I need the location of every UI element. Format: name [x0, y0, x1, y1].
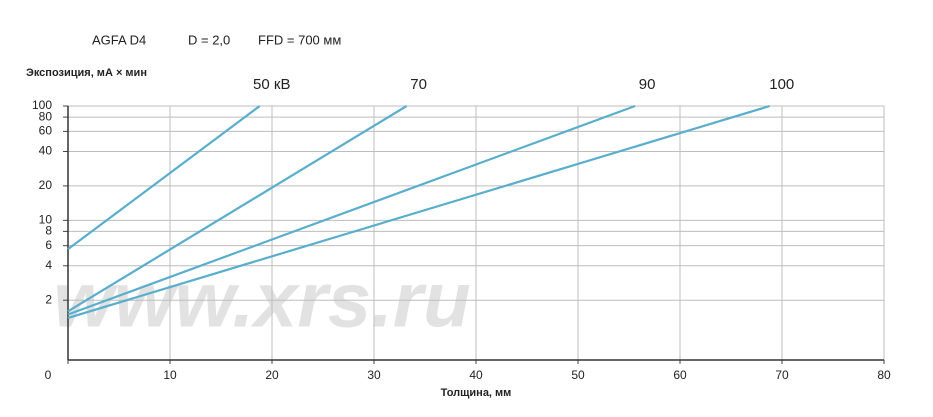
y-tick-label: 20	[39, 178, 53, 192]
y-tick-label: 40	[39, 144, 53, 158]
header-text: FFD = 700 мм	[258, 32, 341, 47]
series-line	[67, 104, 771, 319]
y-tick-label: 4	[45, 258, 52, 272]
x-tick-label: 40	[469, 368, 483, 382]
x-tick-label: 60	[673, 368, 687, 382]
series-line	[67, 104, 636, 316]
series-label: 100	[769, 76, 794, 93]
x-tick-label: 20	[265, 368, 279, 382]
x-tick-label: 70	[775, 368, 789, 382]
series-label: 90	[639, 76, 656, 93]
series-line	[67, 105, 408, 313]
x-tick-label: 0	[45, 368, 52, 382]
watermark: www.xrs.ru	[53, 256, 471, 344]
y-tick-label: 80	[39, 109, 53, 123]
y-tick-label: 8	[45, 224, 52, 238]
y-tick-label: 2	[45, 292, 52, 306]
x-tick-label: 10	[163, 368, 177, 382]
x-tick-label: 30	[367, 368, 381, 382]
y-tick-label: 6	[45, 238, 52, 252]
y-tick-label: 10	[39, 212, 53, 226]
y-tick-label: 60	[39, 124, 53, 138]
x-axis-title: Толщина, мм	[441, 387, 512, 399]
header-text: D = 2,0	[188, 32, 230, 47]
series-line	[67, 105, 261, 250]
y-axis-title: Экспозиция, мА × мин	[26, 67, 147, 79]
header-text: AGFA D4	[92, 32, 146, 47]
x-tick-label: 80	[877, 368, 891, 382]
series-label: 50 кВ	[253, 76, 290, 93]
x-tick-label: 50	[571, 368, 585, 382]
series-label: 70	[410, 76, 427, 93]
y-tick-label: 100	[32, 98, 52, 112]
